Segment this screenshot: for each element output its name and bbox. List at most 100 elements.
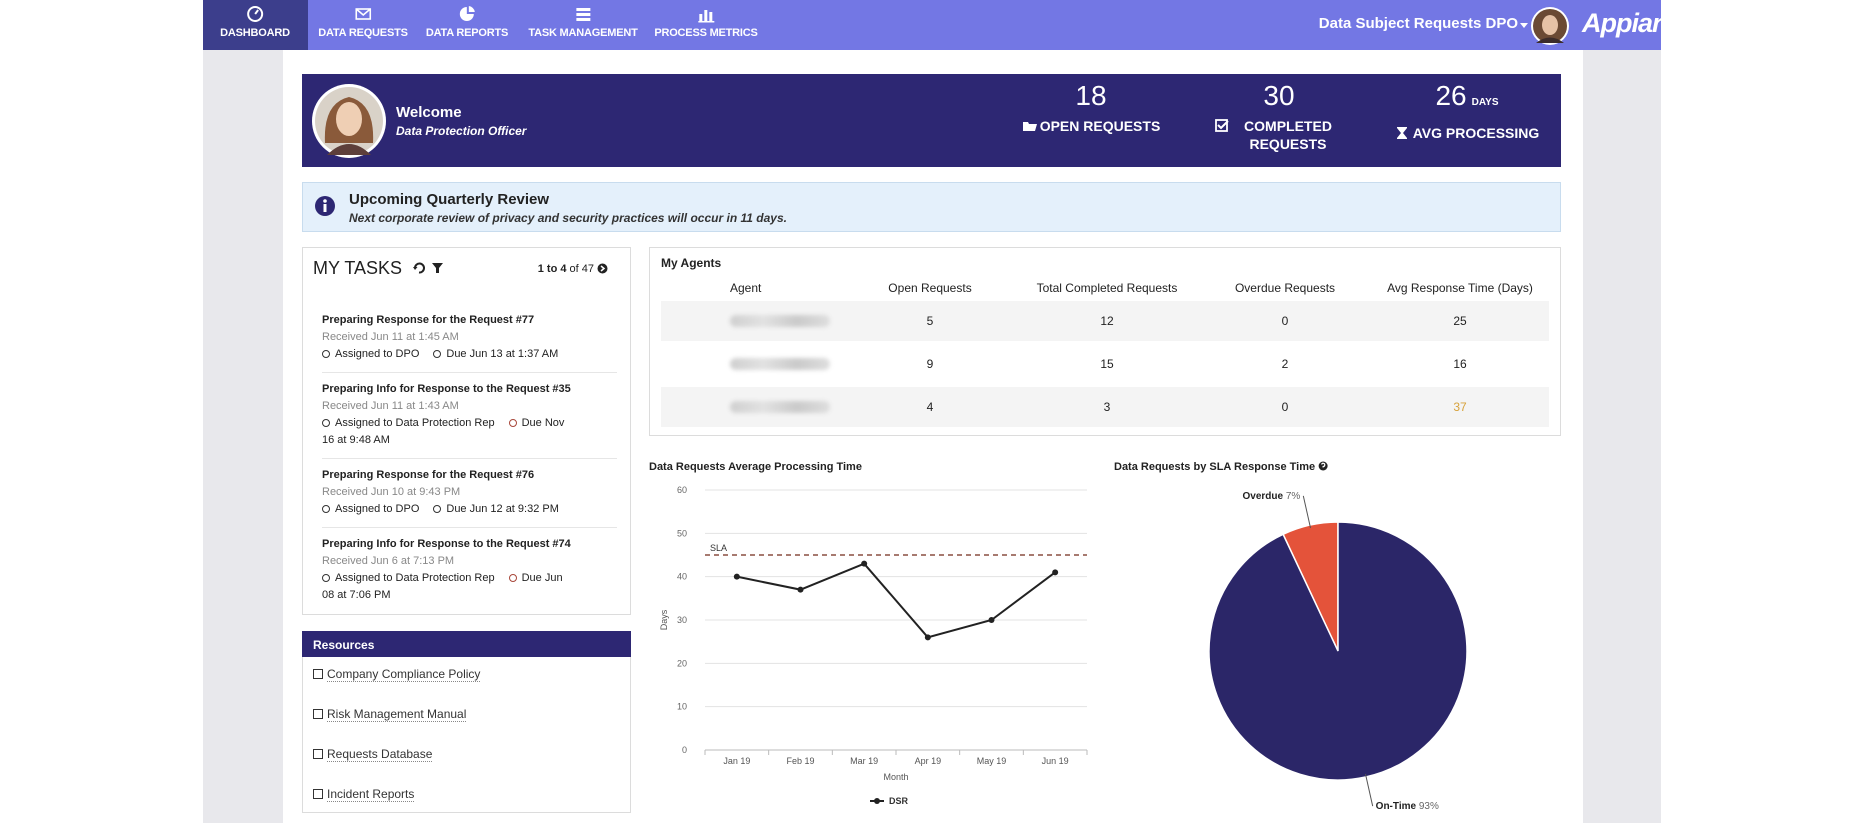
chart-title: Data Requests by SLA Response Time: [1114, 461, 1315, 473]
user-menu-caret[interactable]: [1520, 23, 1528, 29]
task-due: Due Nov 16 at 9:48 AM: [322, 417, 565, 446]
resource-link[interactable]: Requests Database: [313, 747, 433, 762]
resources-title: Resources: [313, 638, 375, 652]
pie-leader: [1302, 495, 1312, 529]
nav-tab[interactable]: TASK MANAGEMENT: [528, 6, 638, 39]
nav-tab-label[interactable]: TASK MANAGEMENT: [528, 27, 638, 39]
stat-label: OPEN REQUESTS: [1039, 118, 1161, 134]
stat: 30 COMPLETED REQUESTS: [1194, 80, 1364, 153]
pie-label-value: 93%: [1419, 801, 1439, 812]
column-header: Total Completed Requests: [1036, 281, 1178, 295]
stat: 26 DAYS AVG PROCESSING: [1382, 80, 1552, 142]
help-icon-mark[interactable]: [1321, 462, 1326, 468]
nav-tab[interactable]: PROCESS METRICS: [654, 6, 758, 39]
pie-label-name: Overdue: [1243, 491, 1284, 502]
task-status: Assigned to Data Protection Rep Due Jun 0…: [322, 570, 577, 604]
nav-tab-label[interactable]: DATA REPORTS: [425, 27, 509, 39]
agent-name-redacted: [730, 315, 830, 327]
stat-number: 18: [1075, 80, 1107, 111]
task-received: Received Jun 10 at 9:43 PM: [322, 486, 461, 498]
nav-tab-label[interactable]: DASHBOARD: [220, 27, 290, 39]
status-dot: [322, 350, 330, 358]
task-tools[interactable]: [412, 261, 446, 275]
user-avatar[interactable]: [1530, 6, 1570, 46]
stat-icon: [1022, 122, 1037, 131]
task-title[interactable]: Preparing Info for Response to the Reque…: [322, 538, 571, 550]
task-received: Received Jun 11 at 1:45 AM: [322, 331, 459, 343]
task-assignee: Assigned to DPO: [335, 348, 420, 360]
agent-cell: 12: [1100, 314, 1114, 328]
brand-logo[interactable]: Appian: [1582, 8, 1668, 38]
task-title[interactable]: Preparing Response for the Request #76: [322, 469, 535, 481]
resource-icon: [313, 749, 323, 759]
help-icon[interactable]: [1318, 461, 1328, 471]
nav-tab[interactable]: DATA REQUESTS: [318, 6, 408, 39]
resource-text[interactable]: Risk Management Manual: [327, 707, 467, 722]
x-tick-label: Jun 19: [1042, 756, 1069, 766]
task-title[interactable]: Preparing Info for Response to the Reque…: [322, 383, 571, 395]
resource-text[interactable]: Company Compliance Policy: [327, 667, 481, 682]
x-axis-label: Month: [883, 772, 908, 782]
notice-text: Next corporate review of privacy and sec…: [349, 211, 787, 225]
stat-number: 30: [1263, 80, 1295, 111]
tasks-card: [302, 247, 631, 615]
stat-number-row: 18: [1006, 80, 1176, 112]
pie-slice: [1208, 521, 1468, 781]
info-icon: [315, 196, 335, 216]
chart-title: Data Requests Average Processing Time: [649, 461, 862, 473]
user-menu[interactable]: Data Subject Requests DPO: [1318, 15, 1518, 32]
stat-number: 26: [1435, 80, 1467, 111]
pie-label: On-Time 93%: [1376, 801, 1439, 812]
status-dot: [322, 505, 330, 513]
agent-cell: 4: [926, 400, 934, 414]
data-point: [861, 560, 868, 567]
profile-photo: [312, 84, 386, 158]
task-due: Due Jun 13 at 1:37 AM: [446, 348, 559, 360]
x-tick-label: Jan 19: [723, 756, 750, 766]
nav-tab-label[interactable]: DATA REQUESTS: [318, 27, 408, 39]
legend-marker: [874, 798, 880, 804]
x-tick-label: Mar 19: [850, 756, 878, 766]
task-title[interactable]: Preparing Response for the Request #77: [322, 314, 535, 326]
stat-unit: DAYS: [1471, 97, 1499, 108]
resource-text[interactable]: Incident Reports: [327, 787, 415, 802]
task-list: Preparing Response for the Request #77 Re…: [322, 304, 617, 613]
y-tick-label: 60: [677, 485, 687, 495]
pie-leader: [1364, 773, 1374, 807]
welcome-greeting: Welcome: [396, 104, 462, 121]
nav-tab-label[interactable]: PROCESS METRICS: [654, 27, 758, 39]
agents-title: My Agents: [661, 256, 722, 270]
data-point: [988, 617, 995, 623]
status-dot: [508, 419, 517, 427]
agent-cell: 2: [1281, 357, 1289, 371]
nav-tab-icon: [460, 6, 475, 21]
resource-icon: [313, 709, 323, 719]
column-header: Open Requests: [888, 281, 972, 295]
notice-box: [302, 182, 1561, 232]
status-dot: [322, 574, 330, 582]
agent-cell: 0: [1281, 400, 1289, 414]
y-tick-label: 20: [677, 658, 687, 668]
task-received: Received Jun 6 at 7:13 PM: [322, 555, 455, 567]
resources-body: [302, 657, 631, 813]
reference-label: SLA: [710, 543, 727, 553]
resource-link[interactable]: Risk Management Manual: [313, 707, 467, 722]
resource-text[interactable]: Requests Database: [327, 747, 433, 762]
task-item: Preparing Info for Response to the Reque…: [322, 373, 617, 459]
task-assignee: Assigned to Data Protection Rep: [335, 417, 495, 429]
legend-label: DSR: [889, 796, 909, 806]
stat-label-row: OPEN REQUESTS: [1006, 117, 1176, 135]
resource-link[interactable]: Incident Reports: [313, 787, 415, 802]
stat-label-row: AVG PROCESSING: [1382, 124, 1552, 142]
y-tick-label: 50: [677, 528, 687, 538]
stat-number-row: 30: [1194, 80, 1364, 112]
data-point: [797, 586, 804, 593]
nav-tab[interactable]: DATA REPORTS: [426, 6, 508, 39]
nav-tab[interactable]: DASHBOARD: [220, 6, 290, 39]
pager-total: of 47: [569, 263, 594, 275]
resource-link[interactable]: Company Compliance Policy: [313, 667, 481, 682]
agent-cell: 3: [1103, 400, 1111, 414]
y-tick-label: 40: [677, 572, 687, 582]
pager-next[interactable]: [597, 263, 608, 274]
data-point: [733, 573, 740, 580]
